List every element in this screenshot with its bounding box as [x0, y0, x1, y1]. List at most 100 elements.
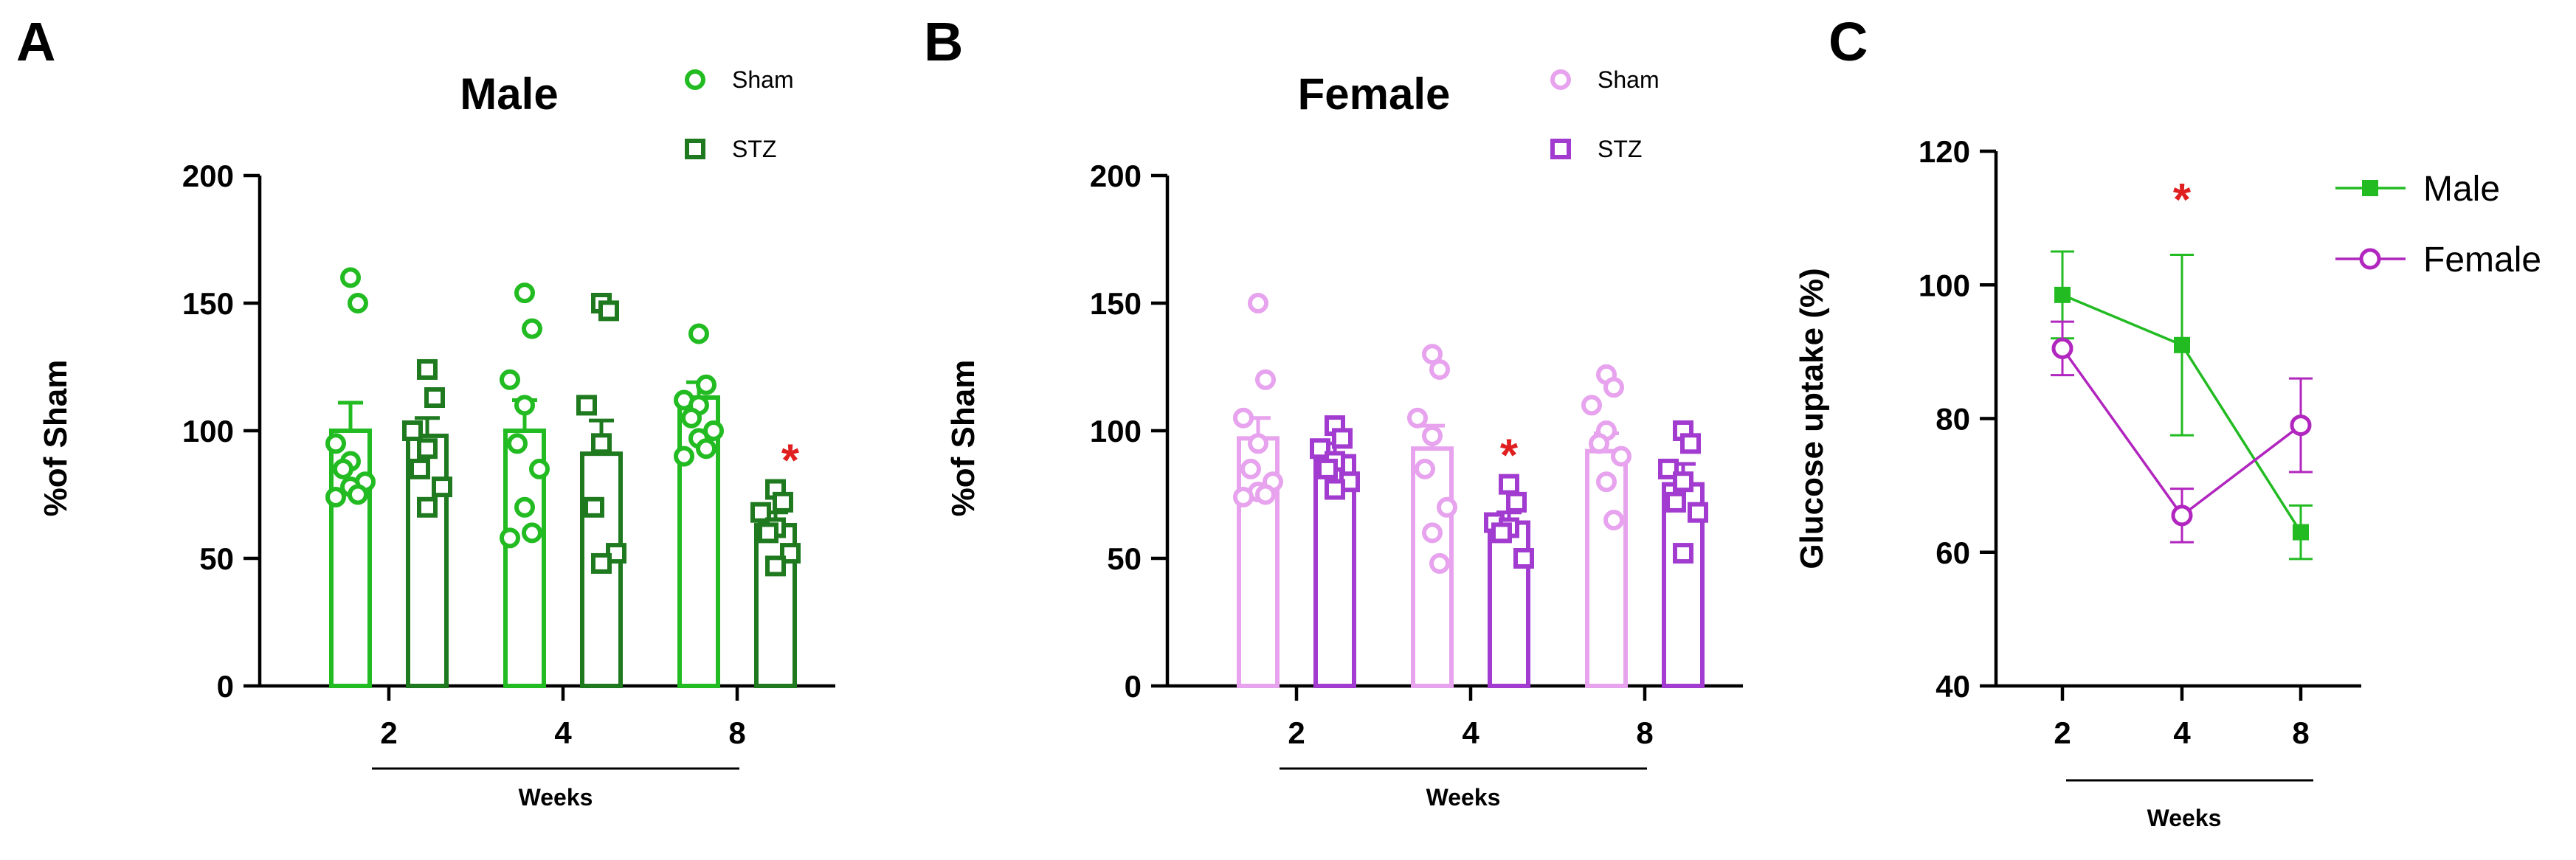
data-point-sham — [1437, 496, 1457, 518]
data-point-stz — [417, 496, 438, 518]
x-axis-label: Weeks — [519, 784, 593, 811]
data-point-sham — [681, 407, 702, 429]
chart-title: Female — [1298, 69, 1451, 119]
data-point-sham — [1603, 510, 1624, 531]
data-point-sham — [674, 445, 694, 467]
y-tick-label: 80 — [1936, 402, 1970, 437]
data-point-sham — [1429, 358, 1450, 380]
y-tick-label: 50 — [1107, 541, 1142, 576]
data-point-stz — [1491, 522, 1512, 544]
x-tick-label: 8 — [1636, 715, 1653, 750]
panel-letter-c: C — [1829, 11, 1868, 72]
y-tick-label: 100 — [1919, 268, 1970, 302]
data-point-stz — [432, 476, 452, 498]
data-point-stz — [1332, 428, 1353, 449]
data-point-sham — [340, 267, 361, 288]
data-point-stz — [1688, 502, 1708, 523]
data-point-sham — [348, 484, 368, 505]
x-tick-label: 8 — [728, 715, 745, 750]
data-point-stz — [576, 395, 597, 416]
x-axis-label: Weeks — [2147, 805, 2222, 831]
data-point-stz — [424, 387, 445, 409]
data-point-sham — [1233, 407, 1254, 429]
data-point-sham — [522, 522, 542, 544]
data-point-sham — [1255, 484, 1276, 505]
data-point-stz — [758, 522, 778, 544]
legend-label-sham: Sham — [1598, 66, 1660, 93]
data-point-sham — [688, 323, 709, 344]
data-point-sham — [500, 369, 520, 390]
data-point-male — [2293, 524, 2309, 541]
panel-letter-a: A — [16, 11, 55, 72]
data-point-sham — [1407, 407, 1428, 429]
data-point-sham — [1422, 425, 1443, 446]
data-point-sham — [696, 438, 716, 460]
x-tick-label: 8 — [2292, 715, 2309, 750]
data-point-stz — [1665, 491, 1686, 513]
panel-c: C 40 60 80 100 120 Glucose uptake (%) 2 4 8 * Male F… — [1794, 11, 2541, 831]
y-axis-label: %of Sham — [38, 360, 74, 517]
significance-star: * — [1500, 431, 1519, 482]
data-point-sham — [1233, 486, 1254, 507]
legend-label-male: Male — [2423, 170, 2500, 209]
x-tick-label: 2 — [2054, 715, 2071, 750]
y-tick-label: 150 — [1090, 286, 1142, 321]
data-point-sham — [1415, 458, 1435, 479]
data-point-stz — [417, 438, 438, 460]
data-point-stz — [1680, 433, 1701, 454]
data-point-stz — [780, 543, 801, 564]
data-point-sham — [696, 374, 716, 395]
data-point-sham — [348, 293, 368, 313]
x-tick-label: 2 — [1288, 715, 1305, 750]
data-point-stz — [591, 433, 612, 454]
data-point-stz — [1317, 458, 1338, 479]
chart-title: Male — [460, 69, 558, 119]
data-point-stz — [1673, 543, 1693, 564]
data-point-stz — [773, 491, 793, 513]
y-tick-label: 200 — [1090, 159, 1142, 193]
data-point-sham — [514, 282, 535, 304]
x-tick-label: 2 — [380, 715, 397, 750]
data-point-stz — [765, 555, 786, 577]
data-point-female — [2290, 415, 2312, 437]
data-point-stz — [750, 502, 771, 523]
y-tick-label: 60 — [1936, 535, 1970, 570]
data-point-stz — [591, 552, 612, 574]
y-axis-label: Glucose uptake (%) — [1794, 268, 1830, 569]
data-point-stz — [402, 420, 423, 441]
data-point-sham — [333, 458, 353, 479]
data-point-sham — [514, 395, 535, 416]
data-point-stz — [1325, 479, 1345, 500]
data-point-sham — [325, 433, 346, 454]
x-tick-label: 4 — [554, 715, 572, 750]
data-point-sham — [325, 486, 346, 507]
data-point-sham — [1248, 293, 1268, 313]
data-point-male — [2054, 286, 2071, 303]
data-point-sham — [1596, 471, 1617, 493]
x-tick-label: 4 — [2173, 715, 2191, 750]
x-tick-label: 4 — [1462, 715, 1479, 750]
legend-marker-female — [2359, 248, 2381, 270]
data-point-stz — [1673, 471, 1693, 493]
data-point-sham — [1581, 395, 1602, 416]
data-point-male — [2174, 336, 2190, 353]
x-axis-label: Weeks — [1426, 784, 1501, 811]
data-point-stz — [1658, 458, 1679, 479]
data-point-sham — [1611, 445, 1631, 467]
data-point-sham — [529, 458, 550, 479]
data-point-female — [2171, 504, 2193, 527]
data-point-stz — [1513, 548, 1534, 569]
data-point-sham — [1589, 433, 1609, 454]
y-tick-label: 150 — [182, 286, 234, 321]
y-tick-label: 100 — [1090, 414, 1142, 448]
legend-marker-sham — [1550, 69, 1571, 90]
legend-label-stz: STZ — [732, 136, 776, 162]
panel-a: A Male Sham STZ 0 50 100 150 200 %of Sham 2 4 8 * Week… — [16, 11, 835, 811]
data-point-sham — [1255, 369, 1276, 390]
y-tick-label: 40 — [1936, 669, 1970, 704]
y-axis-label: %of Sham — [945, 360, 981, 517]
data-point-stz — [1506, 491, 1527, 513]
significance-star: * — [781, 436, 800, 487]
panel-letter-b: B — [924, 11, 963, 72]
